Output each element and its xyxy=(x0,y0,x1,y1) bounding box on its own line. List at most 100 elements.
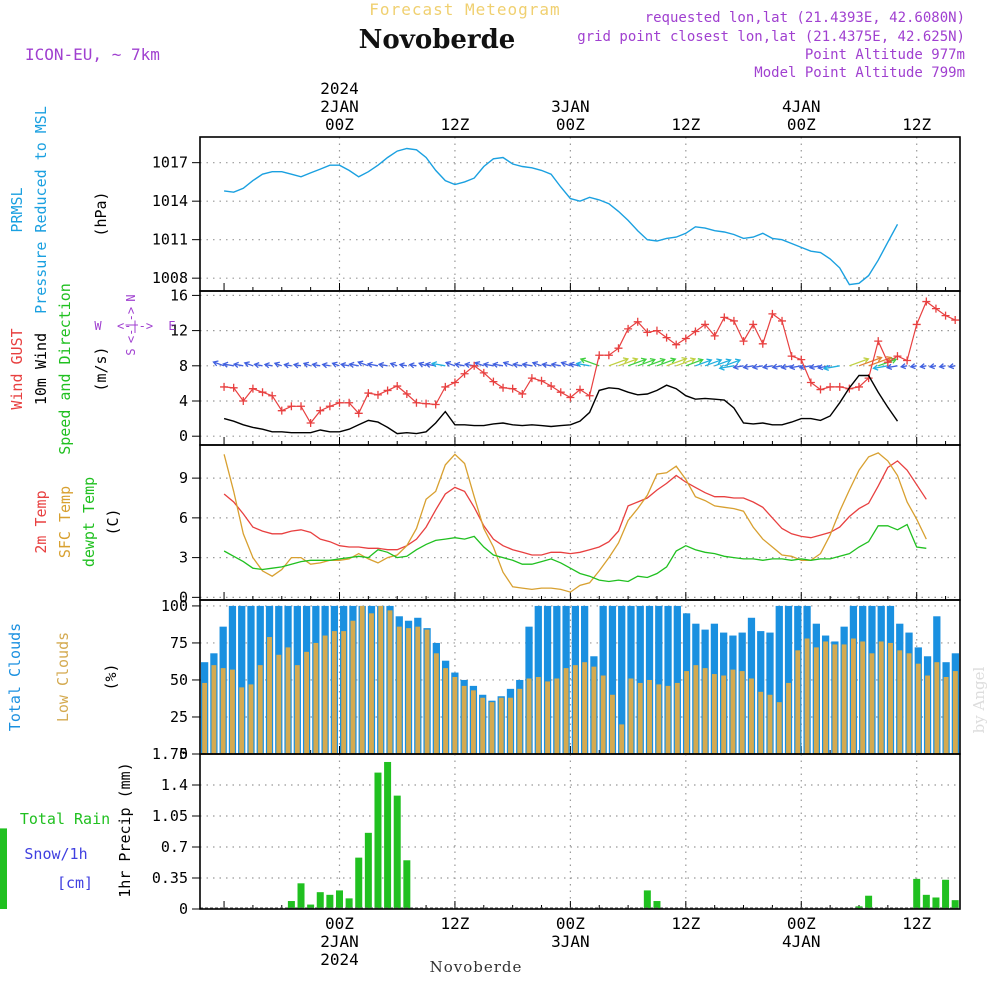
snow-label: Snow/1h xyxy=(24,845,87,863)
rain-bar xyxy=(287,901,295,909)
wind-direction-arrowhead xyxy=(321,362,328,369)
compass-w: W xyxy=(94,319,102,333)
wind-direction-arrow xyxy=(349,363,359,367)
wind-direction-arrow xyxy=(752,365,763,369)
wind-direction-arrowhead xyxy=(689,357,697,364)
wind-direction-arrowhead xyxy=(357,360,364,367)
gust-point xyxy=(258,388,267,397)
wind-direction-arrow xyxy=(254,363,263,367)
gust-point xyxy=(364,389,373,398)
rain-bar xyxy=(297,883,305,909)
top-time-label: 12Z xyxy=(902,115,931,134)
gust-point xyxy=(835,382,844,391)
gust-point xyxy=(287,402,296,411)
requested-coords: requested lon,lat (21.4393E, 42.6080N) xyxy=(645,10,965,26)
wind-direction-arrowhead xyxy=(761,363,769,370)
wind-direction-arrow xyxy=(724,359,741,367)
wind-direction-arrowhead xyxy=(732,363,739,370)
low-cloud-bar xyxy=(702,668,708,754)
y-tick-label: 16 xyxy=(170,286,188,304)
gust-point xyxy=(931,304,940,313)
y-tick-label: 100 xyxy=(161,597,188,615)
low-cloud-bar xyxy=(906,653,912,754)
rain-label: Total Rain xyxy=(20,810,110,828)
point-altitude: Point Altitude 977m xyxy=(805,47,965,63)
low-cloud-bar xyxy=(804,638,810,754)
y-tick-label: 1.75 xyxy=(152,745,188,763)
rain-bar xyxy=(307,904,315,909)
wind-direction-arrowhead xyxy=(283,362,290,369)
low-cloud-bar xyxy=(952,671,958,754)
rain-bar xyxy=(922,894,930,909)
low-cloud-bar xyxy=(211,665,217,754)
wind-direction-arrowhead xyxy=(780,363,787,371)
wind-direction-arrow xyxy=(743,365,754,369)
pressure-unit: (hPa) xyxy=(92,191,110,236)
wind-direction-arrow xyxy=(763,365,773,369)
wind-direction-arrow xyxy=(656,358,676,367)
gust-point xyxy=(758,339,767,348)
low-cloud-bar xyxy=(369,613,374,754)
low-cloud-bar xyxy=(888,642,893,754)
wind-direction-arrowhead xyxy=(222,361,229,368)
wind-direction-arrow xyxy=(637,358,656,367)
low-cloud-bar xyxy=(535,677,541,754)
y-tick-label: 0 xyxy=(179,745,188,763)
wind-direction-arrow xyxy=(849,358,869,367)
top-time-label: 00Z xyxy=(325,115,354,134)
low-cloud-bar xyxy=(285,647,291,754)
rain-bar xyxy=(865,895,873,909)
gust-point xyxy=(248,384,257,393)
gust-point xyxy=(345,398,354,407)
low-cloud-bar xyxy=(359,605,365,754)
rain-bar xyxy=(0,828,7,909)
wind-direction-arrow xyxy=(223,363,234,367)
wind-direction-arrowhead xyxy=(389,361,396,368)
low-cloud-bar xyxy=(304,651,310,754)
wind-direction-arrowhead xyxy=(541,361,548,368)
wind-direction-arrowhead xyxy=(430,361,438,368)
gust-point xyxy=(383,386,392,395)
y-tick-label: 12 xyxy=(170,322,188,340)
wind-direction-arrow xyxy=(685,359,703,367)
wind-direction-arrowhead xyxy=(822,364,830,372)
gust-point xyxy=(633,317,642,326)
wind-direction-arrowhead xyxy=(512,361,519,368)
low-cloud-bar xyxy=(424,629,430,754)
low-cloud-bar xyxy=(406,628,411,754)
wind-direction-arrowhead xyxy=(568,361,575,368)
low-cloud-bar xyxy=(554,678,560,754)
low-cloud-bar xyxy=(563,668,569,754)
wind-direction-arrowhead xyxy=(398,362,405,369)
wind-direction-arrow xyxy=(551,363,561,367)
top-time-label: 00Z xyxy=(556,115,585,134)
wind-direction-arrowhead xyxy=(899,363,907,370)
low-cloud-bar xyxy=(776,702,782,754)
gust-point xyxy=(854,382,863,391)
total-cloud-bar xyxy=(618,605,626,754)
low-cloud-bar xyxy=(313,642,319,754)
watermark: by Angel xyxy=(970,666,988,733)
gust-point xyxy=(422,399,431,408)
low-cloud-bar xyxy=(860,641,866,754)
rain-bar xyxy=(951,900,959,909)
pressure-label-1: PRMSL xyxy=(8,187,26,232)
gust-point xyxy=(874,337,883,346)
panel-frame xyxy=(199,444,961,601)
gust-point xyxy=(951,316,960,325)
wind-direction-arrow xyxy=(823,365,840,370)
wind-dir-label: Speed and Direction xyxy=(56,283,74,455)
gust-point xyxy=(431,400,440,409)
y-tick-label: 6 xyxy=(179,509,188,527)
pressure-label-2: Pressure Reduced to MSL xyxy=(32,106,50,314)
total-cloud-bar xyxy=(766,632,774,754)
wind-direction-arrowhead xyxy=(311,361,318,369)
wind-direction-arrowhead xyxy=(670,357,677,364)
wind-direction-arrowhead xyxy=(482,361,489,368)
low-cloud-bar xyxy=(443,668,449,754)
low-cloud-bar xyxy=(322,635,328,754)
temp-unit: (C) xyxy=(104,508,122,535)
total-cloud-bar xyxy=(636,605,644,754)
gust-point xyxy=(306,419,315,427)
panel-pressure: 1008 1011 1014 1017 xyxy=(152,136,961,292)
